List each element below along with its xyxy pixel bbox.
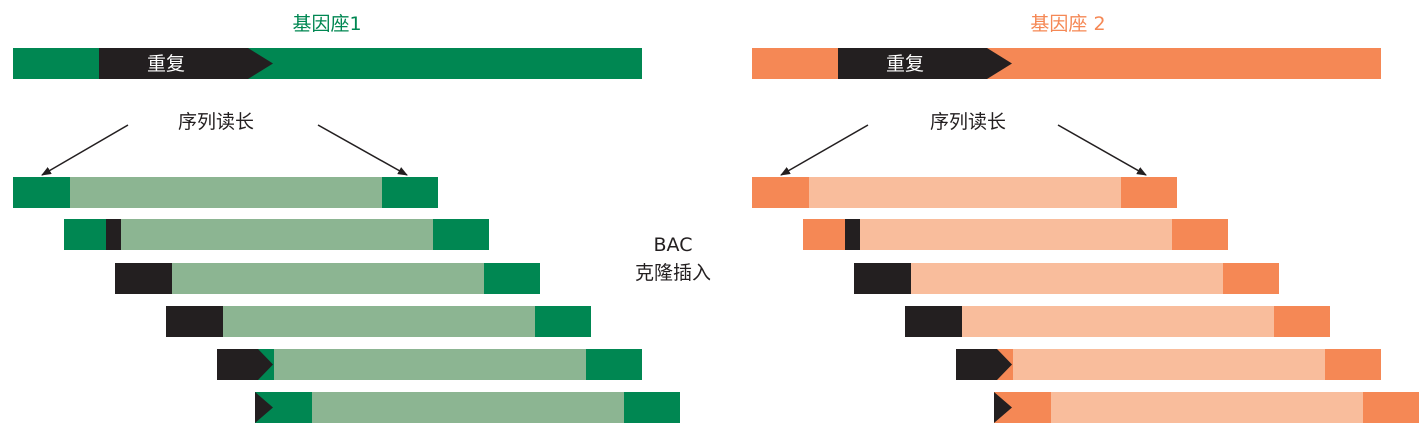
locus-2-clone <box>752 177 1177 208</box>
clone-end-read-right <box>535 306 591 337</box>
clone-repeat-element <box>106 219 121 250</box>
clone-end-read-right <box>1363 392 1419 423</box>
clone-insert <box>905 306 1330 337</box>
locus-2-read-arrow-left <box>780 124 869 176</box>
clone-insert <box>217 349 642 380</box>
clone-repeat-element <box>115 263 172 294</box>
clone-end-read-right <box>382 177 438 208</box>
locus-2-read-arrow-right <box>1057 124 1147 176</box>
clone-end-read-right <box>1325 349 1381 380</box>
locus-2-clone <box>905 306 1330 337</box>
clone-repeat-element <box>905 306 962 337</box>
locus-2-title: 基因座 2 <box>1030 13 1105 35</box>
clone-insert <box>752 177 1177 208</box>
clone-repeat-element <box>854 263 911 294</box>
locus-1-repeat-element <box>99 48 273 79</box>
locus-1-clone <box>115 263 540 294</box>
clone-end-read-right <box>1223 263 1279 294</box>
clone-insert <box>115 263 540 294</box>
clone-insert <box>994 392 1419 423</box>
clone-end-read-right <box>586 349 642 380</box>
locus-1-clone <box>217 349 642 380</box>
locus-2-reads-label: 序列读长 <box>930 111 1006 133</box>
locus-1-clone <box>13 177 438 208</box>
bac-insert-label: BAC 克隆插入 <box>635 234 711 284</box>
locus-1-read-arrow-left <box>41 124 129 176</box>
locus-1-clone <box>166 306 591 337</box>
clone-insert <box>166 306 591 337</box>
locus-2-genome-bar: 重复 <box>752 48 1381 79</box>
locus-2-repeat-label: 重复 <box>886 53 924 75</box>
locus-1-title: 基因座1 <box>292 13 361 35</box>
locus-2: 基因座 2 重复 序列读长 <box>752 13 1419 423</box>
locus-2-clone <box>956 349 1381 380</box>
locus-1: 基因座1 重复 序列读长 <box>13 13 680 423</box>
locus-1-repeat-label: 重复 <box>147 53 185 75</box>
clone-repeat-element <box>956 349 1012 380</box>
locus-1-read-arrow-right <box>317 124 408 176</box>
clone-end-read-left <box>13 177 70 208</box>
locus-1-clone <box>64 219 489 250</box>
clone-repeat-element <box>166 306 223 337</box>
clone-insert <box>803 219 1228 250</box>
clone-end-read-right <box>1121 177 1177 208</box>
clone-end-read-right <box>1172 219 1228 250</box>
bac-label-line1: BAC <box>654 234 693 256</box>
clone-insert <box>13 177 438 208</box>
clone-insert <box>956 349 1381 380</box>
clone-repeat-element <box>217 349 273 380</box>
clone-end-read-left <box>752 177 809 208</box>
clone-repeat-element <box>994 392 1012 423</box>
bac-label-line2: 克隆插入 <box>635 262 711 284</box>
clone-end-read-right <box>433 219 489 250</box>
clone-end-read-right <box>1274 306 1330 337</box>
clone-repeat-element <box>845 219 860 250</box>
locus-1-genome-bar: 重复 <box>13 48 642 79</box>
locus-1-clone <box>255 392 680 423</box>
clone-end-read-right <box>484 263 540 294</box>
clone-insert <box>255 392 680 423</box>
clone-repeat-element <box>255 392 273 423</box>
locus-2-clone <box>854 263 1279 294</box>
locus-2-clone <box>994 392 1419 423</box>
clone-insert <box>854 263 1279 294</box>
clone-end-read-right <box>624 392 680 423</box>
locus-2-clone <box>803 219 1228 250</box>
clone-insert <box>64 219 489 250</box>
locus-1-reads-label: 序列读长 <box>178 111 254 133</box>
locus-2-repeat-element <box>838 48 1012 79</box>
